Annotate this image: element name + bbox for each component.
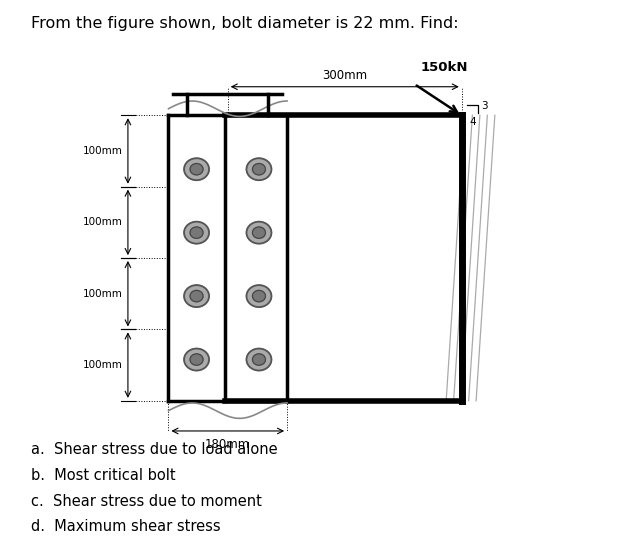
Circle shape bbox=[190, 227, 203, 238]
Circle shape bbox=[246, 222, 271, 244]
Text: 100mm: 100mm bbox=[83, 217, 123, 227]
Circle shape bbox=[184, 222, 209, 244]
Text: 150kN: 150kN bbox=[421, 61, 468, 74]
Circle shape bbox=[190, 164, 203, 175]
Text: 100mm: 100mm bbox=[83, 146, 123, 156]
Circle shape bbox=[253, 290, 265, 302]
Text: 3: 3 bbox=[481, 101, 488, 111]
Text: 180mm: 180mm bbox=[205, 438, 250, 451]
Text: d.  Maximum shear stress: d. Maximum shear stress bbox=[31, 519, 221, 534]
Text: b.  Most critical bolt: b. Most critical bolt bbox=[31, 468, 176, 483]
Text: a.  Shear stress due to load alone: a. Shear stress due to load alone bbox=[31, 442, 278, 457]
Circle shape bbox=[253, 227, 265, 238]
Circle shape bbox=[246, 349, 271, 371]
Circle shape bbox=[184, 349, 209, 371]
Circle shape bbox=[190, 354, 203, 365]
Circle shape bbox=[190, 290, 203, 302]
Text: 300mm: 300mm bbox=[322, 69, 368, 82]
Text: 100mm: 100mm bbox=[83, 360, 123, 370]
Text: 4: 4 bbox=[469, 117, 475, 127]
Text: 100mm: 100mm bbox=[83, 289, 123, 299]
Circle shape bbox=[184, 285, 209, 307]
Circle shape bbox=[246, 158, 271, 180]
Circle shape bbox=[246, 285, 271, 307]
Text: From the figure shown, bolt diameter is 22 mm. Find:: From the figure shown, bolt diameter is … bbox=[31, 16, 459, 31]
Circle shape bbox=[184, 158, 209, 180]
Circle shape bbox=[253, 164, 265, 175]
Text: c.  Shear stress due to moment: c. Shear stress due to moment bbox=[31, 494, 262, 508]
Circle shape bbox=[253, 354, 265, 365]
